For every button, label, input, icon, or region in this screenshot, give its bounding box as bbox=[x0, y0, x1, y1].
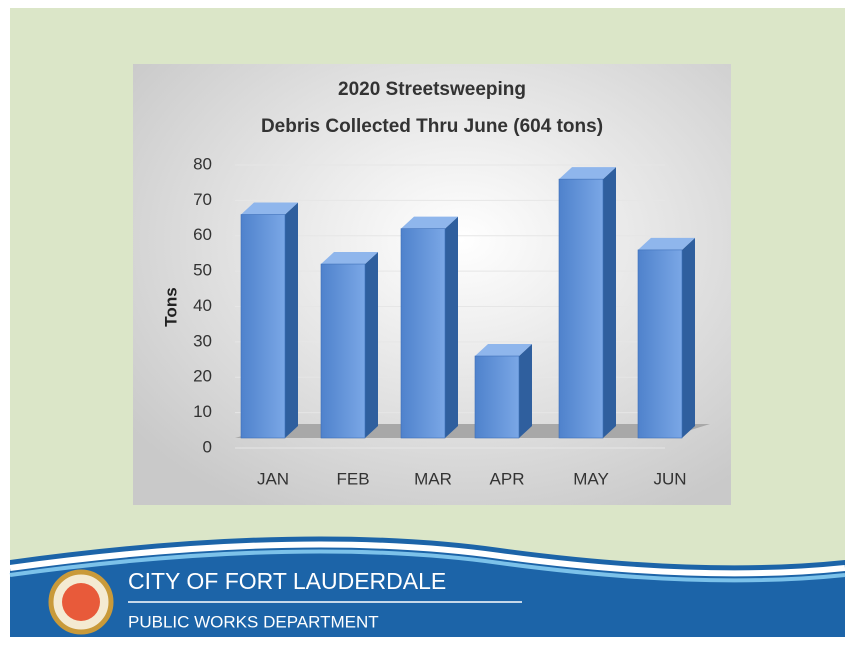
banner bbox=[10, 536, 845, 637]
bar-side bbox=[365, 252, 378, 438]
plot: 0 10 20 30 40 50 60 70 80 JAN FEB MAR APR MAY JUN bbox=[193, 154, 695, 488]
bar-top bbox=[321, 252, 378, 265]
y-tick-label: 10 bbox=[193, 402, 212, 421]
bar-side bbox=[445, 216, 458, 438]
x-tick-label: JAN bbox=[257, 469, 289, 488]
x-tick-label: MAR bbox=[414, 469, 452, 488]
bar-side bbox=[603, 167, 616, 438]
x-tick-label: FEB bbox=[336, 469, 369, 488]
wave bbox=[9, 541, 846, 577]
bar bbox=[474, 355, 520, 439]
x-tick-label: APR bbox=[490, 469, 525, 488]
bar-top bbox=[638, 237, 695, 250]
y-axis-label: Tons bbox=[161, 287, 180, 326]
bar-top bbox=[401, 216, 458, 229]
y-tick-label: 0 bbox=[203, 437, 212, 456]
y-tick-label: 70 bbox=[193, 190, 212, 209]
bar bbox=[240, 214, 286, 439]
bar-side bbox=[682, 237, 695, 438]
footer-subtitle: PUBLIC WORKS DEPARTMENT bbox=[128, 612, 379, 631]
chart-subtitle: Debris Collected Thru June (604 tons) bbox=[261, 116, 603, 137]
bar bbox=[400, 228, 446, 439]
y-tick-label: 20 bbox=[193, 367, 212, 386]
bar-top bbox=[559, 167, 616, 180]
bar-top bbox=[475, 344, 532, 357]
bar bbox=[320, 263, 366, 439]
x-tick-label: JUN bbox=[653, 469, 686, 488]
y-tick-label: 40 bbox=[193, 296, 212, 315]
wave bbox=[9, 549, 846, 583]
y-tick-label: 30 bbox=[193, 331, 212, 350]
bar bbox=[637, 249, 683, 439]
bar-side bbox=[519, 344, 532, 438]
footer-title: CITY OF FORT LAUDERDALE bbox=[128, 568, 446, 594]
y-tick-label: 80 bbox=[193, 154, 212, 173]
bar-side bbox=[285, 202, 298, 438]
bar bbox=[558, 178, 604, 439]
y-tick-label: 60 bbox=[193, 225, 212, 244]
x-tick-label: MAY bbox=[573, 469, 609, 488]
bar-top bbox=[241, 202, 298, 215]
chart-title: 2020 Streetsweeping bbox=[338, 79, 526, 100]
y-tick-label: 50 bbox=[193, 261, 212, 280]
logo-inner bbox=[62, 583, 100, 621]
